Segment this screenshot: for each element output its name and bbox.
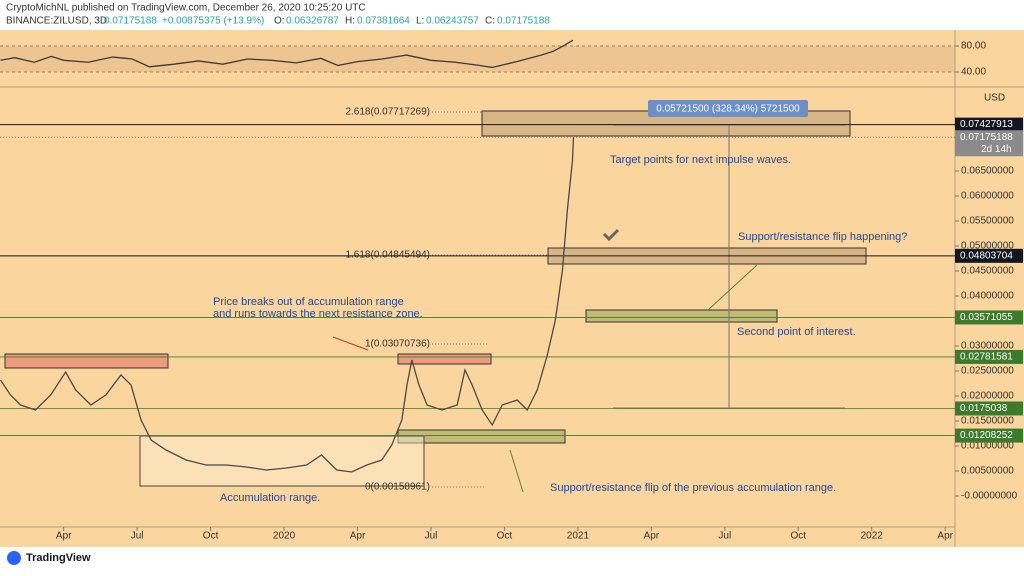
low: 0.06243757 <box>426 16 479 27</box>
note: Support/resistance flip of the previous … <box>550 482 836 494</box>
last-tag <box>955 130 1023 157</box>
y-tick-label: 0.03000000 <box>961 341 1014 352</box>
level-tag <box>955 310 1023 325</box>
x-tick-label: Oct <box>203 531 219 542</box>
y-tick-label: 40.00 <box>961 67 986 78</box>
level-label: 0.0175038 <box>960 403 1008 414</box>
x-tick-label: 2020 <box>273 531 296 542</box>
note: and runs towards the next resistance zon… <box>213 308 423 320</box>
x-tick-label: Apr <box>937 531 953 542</box>
interest-zone <box>585 309 778 323</box>
level-label: 0.01208252 <box>960 430 1013 441</box>
resistance-zone <box>4 353 169 369</box>
chart-area <box>0 30 1024 547</box>
note: Second point of interest. <box>737 326 856 338</box>
last-label: 0.07175188 <box>960 132 1013 143</box>
x-tick-label: Apr <box>56 531 72 542</box>
change: +0.00875375 (+13.9%) <box>162 16 264 27</box>
note: Support/resistance flip happening? <box>738 231 907 243</box>
arrow <box>332 336 369 351</box>
currency: USD <box>984 93 1005 104</box>
y-tick-label: 0.02500000 <box>961 366 1014 377</box>
price-line <box>0 136 575 473</box>
ohlc-row: BINANCE:ZILUSD, 3D 0.07175188 +0.0087537… <box>6 16 550 27</box>
symbol: BINANCE:ZILUSD, 3D <box>6 16 107 27</box>
y-tick-label: 0.00500000 <box>961 466 1014 477</box>
c-label: C: <box>485 16 495 27</box>
countdown: 2d 14h <box>981 144 1012 155</box>
y-tick-label: 0.06000000 <box>961 191 1014 202</box>
x-tick-label: 2021 <box>567 531 590 542</box>
y-tick-label: 0.01500000 <box>961 416 1014 427</box>
close: 0.07175188 <box>497 16 550 27</box>
y-tick-label: 0.01000000 <box>961 441 1014 452</box>
y-tick-label: 0.05500000 <box>961 216 1014 227</box>
y-tick-label: 0.06500000 <box>961 166 1014 177</box>
arrow <box>509 449 524 493</box>
x-tick-label: 2022 <box>861 531 884 542</box>
y-tick-label: -0.00000000 <box>961 491 1018 502</box>
y-tick-label: 0.02000000 <box>961 391 1014 402</box>
y-tick-label: 0.04000000 <box>961 291 1014 302</box>
x-tick-label: Jul <box>131 531 144 542</box>
level-label: 0.04803704 <box>960 250 1013 261</box>
accumulation-box <box>139 435 425 487</box>
open: 0.06326787 <box>286 16 339 27</box>
level-tag <box>955 428 1023 443</box>
h-label: H: <box>345 16 355 27</box>
y-tick-label: 0.05000000 <box>961 241 1014 252</box>
level-label: 0.07427913 <box>960 119 1013 130</box>
y-tick-label: 0.04500000 <box>961 266 1014 277</box>
logo <box>7 551 21 565</box>
fib-label: 1(0.03070736) <box>365 339 430 350</box>
measure-box <box>648 100 808 117</box>
level-tag <box>955 401 1023 416</box>
brand: TradingView <box>26 552 91 564</box>
high: 0.07381664 <box>357 16 410 27</box>
arrow <box>707 264 758 311</box>
x-tick-label: Apr <box>644 531 660 542</box>
level-tag <box>955 349 1023 364</box>
price: 0.07175188 <box>104 16 157 27</box>
x-tick-label: Apr <box>350 531 366 542</box>
publisher: CryptoMichNL published on TradingView.co… <box>6 3 366 14</box>
level-tag <box>955 117 1023 132</box>
note: Target points for next impulse waves. <box>610 154 791 166</box>
fib-label: 1.618(0.04845494) <box>345 250 430 261</box>
level-label: 0.03571055 <box>960 312 1013 323</box>
price-line <box>0 39 574 69</box>
checkmark <box>602 228 620 242</box>
fib-label: 2.618(0.07717269) <box>345 107 430 118</box>
x-tick-label: Oct <box>791 531 807 542</box>
note: Price breaks out of accumulation range <box>213 296 404 308</box>
o-label: O: <box>274 16 285 27</box>
l-label: L: <box>416 16 424 27</box>
y-tick-label: 80.00 <box>961 41 986 52</box>
measure-label: 0.05721500 (328.34%) 5721500 <box>656 104 800 115</box>
level-tag <box>955 248 1023 263</box>
level-label: 0.02781581 <box>960 352 1013 363</box>
fib-label: 0(0.00158961) <box>365 482 430 493</box>
x-tick-label: Jul <box>425 531 438 542</box>
x-tick-label: Oct <box>497 531 513 542</box>
resistance-zone <box>397 353 492 365</box>
note: Accumulation range. <box>220 492 320 504</box>
rsi-band <box>0 45 955 72</box>
x-tick-label: Jul <box>718 531 731 542</box>
